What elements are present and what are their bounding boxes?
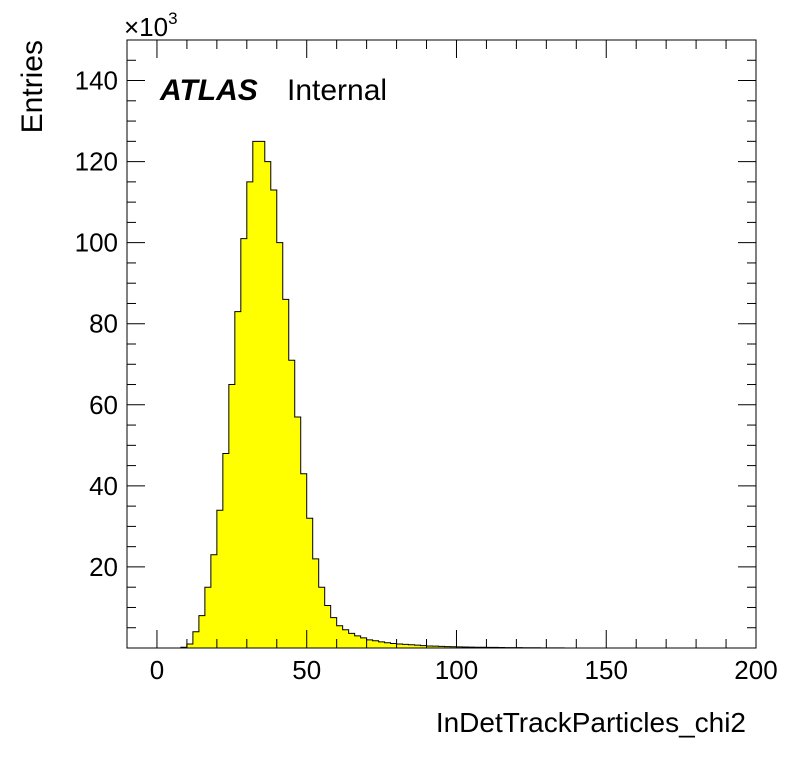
- histogram-bar: [282, 299, 290, 648]
- y-axis-multiplier-exponent: 3: [168, 9, 177, 28]
- histogram-bar: [246, 181, 254, 648]
- histogram-bar: [408, 644, 415, 648]
- histogram-bar: [318, 587, 325, 648]
- histogram-bar: [456, 646, 463, 648]
- histogram-bar: [444, 646, 451, 648]
- histogram-bar: [186, 643, 194, 648]
- histogram-bar: [390, 643, 397, 648]
- histogram-bar: [432, 646, 439, 648]
- histogram-bar: [360, 637, 367, 648]
- histogram-bar: [192, 631, 200, 648]
- histogram-bar: [342, 629, 349, 648]
- histogram-bar: [450, 646, 457, 648]
- histogram-bar: [330, 617, 337, 648]
- histogram-bar: [234, 311, 242, 648]
- histogram-bar: [354, 635, 361, 648]
- y-tick-label: 100: [75, 228, 118, 258]
- histogram-bar: [426, 645, 433, 648]
- histogram-bar: [252, 141, 260, 648]
- histogram-bar: [336, 625, 343, 648]
- y-tick-label: 60: [89, 390, 118, 420]
- experiment-label: ATLAS: [159, 74, 258, 107]
- histogram-bar: [270, 189, 278, 648]
- histogram-bar: [216, 510, 224, 648]
- histogram-bar: [414, 645, 421, 648]
- y-tick-label: 20: [89, 552, 118, 582]
- axis-ticks: [127, 39, 757, 649]
- histogram-bar: [378, 641, 385, 648]
- histogram-bar: [264, 161, 272, 648]
- histogram-bar: [396, 643, 403, 648]
- status-label: Internal: [287, 74, 387, 107]
- x-tick-label: 50: [292, 655, 321, 685]
- x-tick-label: 150: [585, 655, 628, 685]
- histogram-bar: [312, 558, 319, 648]
- x-tick-label: 200: [734, 655, 777, 685]
- x-tick-label: 100: [435, 655, 478, 685]
- y-axis-multiplier: ×103: [124, 9, 178, 42]
- histogram-bar: [228, 384, 236, 648]
- histogram-bar: [324, 605, 331, 648]
- histogram-bar: [420, 645, 427, 648]
- histogram-bars: [180, 141, 577, 649]
- histogram-bar: [240, 238, 248, 649]
- histogram-bar: [306, 518, 313, 648]
- histogram-bar: [402, 644, 409, 648]
- x-tick-label: 0: [150, 655, 164, 685]
- histogram-bar: [204, 587, 212, 648]
- histogram-bar: [300, 473, 308, 648]
- histogram-bar: [210, 554, 218, 648]
- histogram-bar: [372, 640, 379, 648]
- histogram-bar: [198, 615, 206, 648]
- histogram-bar: [384, 642, 391, 648]
- x-tick-labels: 0 50 100 150 200: [150, 655, 778, 685]
- y-tick-label: 80: [89, 309, 118, 339]
- histogram-bar: [288, 360, 296, 648]
- y-tick-label: 140: [75, 66, 118, 96]
- histogram-bar: [222, 453, 230, 648]
- histogram-bar: [366, 639, 373, 648]
- histogram-bar: [258, 141, 266, 648]
- histogram-bar: [348, 633, 355, 648]
- y-tick-labels: 20 40 60 80 100 120 140: [75, 66, 118, 582]
- y-tick-label: 120: [75, 147, 118, 177]
- histogram-bar: [438, 646, 445, 648]
- histogram-bar: [276, 242, 284, 649]
- x-axis-label: InDetTrackParticles_chi2: [436, 707, 746, 738]
- histogram-bar: [294, 416, 302, 648]
- y-tick-label: 40: [89, 471, 118, 501]
- y-axis-label: Entries: [16, 40, 49, 133]
